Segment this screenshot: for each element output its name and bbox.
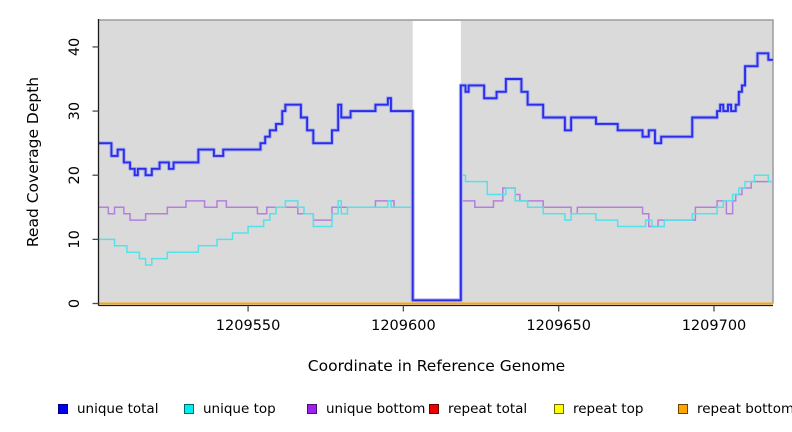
x-tick-label-1209600: 1209600	[371, 318, 436, 334]
x-tick-label-1209700: 1209700	[682, 318, 747, 334]
plot-frame	[99, 19, 774, 304]
coverage-gap-band	[412, 21, 461, 303]
y-tick-label-10: 10	[67, 230, 83, 248]
y-tick-label-20: 20	[67, 166, 83, 184]
series-unique-total-line	[99, 52, 773, 302]
series-unique-top-line	[99, 174, 773, 302]
y-tick-label-0: 0	[67, 299, 83, 308]
y-tick-label-40: 40	[67, 38, 83, 56]
x-tick-label-1209650: 1209650	[526, 318, 591, 334]
x-axis-title: Coordinate in Reference Genome	[307, 357, 566, 375]
x-tick-label-1209550: 1209550	[216, 318, 281, 334]
y-tick-label-30: 30	[67, 102, 83, 120]
y-axis-title: Read Coverage Depth	[24, 76, 42, 248]
